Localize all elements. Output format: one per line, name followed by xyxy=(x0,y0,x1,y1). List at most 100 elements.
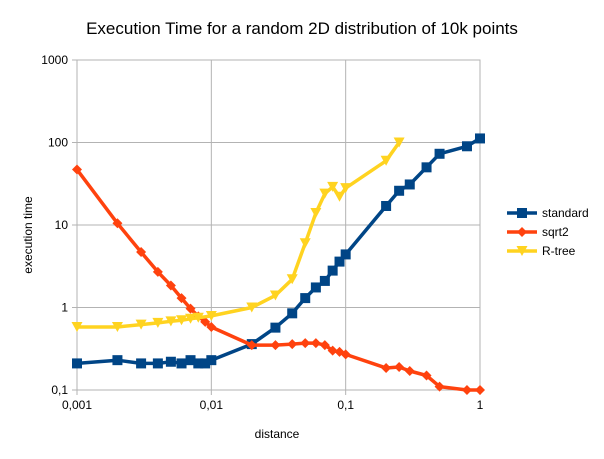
data-point xyxy=(72,164,82,175)
legend-swatch xyxy=(507,226,537,237)
legend-item: standard xyxy=(507,203,589,222)
data-point xyxy=(185,355,196,366)
data-point xyxy=(421,370,432,381)
x-tick-label: 0,001 xyxy=(62,398,92,412)
data-point xyxy=(270,322,281,333)
data-point xyxy=(319,275,330,286)
data-point xyxy=(404,365,415,376)
data-point xyxy=(192,312,204,323)
data-point xyxy=(136,247,147,258)
data-point xyxy=(246,302,258,313)
data-point xyxy=(287,339,298,350)
plot-border xyxy=(76,59,481,391)
x-tick-label: 0,1 xyxy=(337,398,354,412)
data-point xyxy=(299,238,311,249)
data-point xyxy=(300,293,311,304)
legend-marker xyxy=(516,245,528,256)
data-point xyxy=(327,345,338,356)
data-point xyxy=(334,256,345,267)
legend-item: R-tree xyxy=(507,241,589,260)
data-point xyxy=(310,338,321,349)
data-point xyxy=(176,293,187,304)
chart-title: Execution Time for a random 2D distribut… xyxy=(86,19,518,38)
data-point xyxy=(404,179,415,190)
data-point xyxy=(327,181,339,192)
data-point xyxy=(310,282,321,293)
data-point xyxy=(176,315,188,326)
data-point xyxy=(71,322,83,333)
legend-label: R-tree xyxy=(542,243,576,258)
data-point xyxy=(165,316,177,327)
data-point xyxy=(185,313,197,324)
data-point xyxy=(287,308,298,319)
data-point xyxy=(475,385,485,395)
data-point xyxy=(269,290,281,301)
data-point xyxy=(394,362,405,373)
data-point xyxy=(434,148,445,159)
data-point xyxy=(381,362,392,373)
x-tick-label: 0,01 xyxy=(200,398,224,412)
data-point xyxy=(72,358,82,369)
legend: standard sqrt2 R-tree xyxy=(507,203,589,260)
data-point xyxy=(206,322,217,333)
data-point xyxy=(200,316,211,327)
legend-marker xyxy=(517,207,527,218)
y-tick-label: 10 xyxy=(55,218,69,232)
data-point xyxy=(135,319,147,330)
data-point xyxy=(340,349,351,360)
data-point xyxy=(393,137,405,148)
data-point xyxy=(327,265,338,276)
data-point xyxy=(461,141,472,152)
data-point xyxy=(380,155,392,166)
data-point xyxy=(206,355,217,366)
data-point xyxy=(176,358,187,369)
data-point xyxy=(319,188,331,199)
data-point xyxy=(112,355,123,366)
data-point xyxy=(136,358,147,369)
data-point xyxy=(381,200,392,211)
data-point xyxy=(193,358,204,369)
x-tick-label: 1 xyxy=(477,398,484,412)
data-point xyxy=(152,358,163,369)
data-point xyxy=(434,381,445,392)
data-point xyxy=(394,185,405,196)
data-point xyxy=(112,218,123,229)
legend-label: standard xyxy=(542,205,589,220)
data-point xyxy=(200,358,211,369)
legend-marker xyxy=(517,226,527,237)
data-point xyxy=(205,310,217,321)
data-point xyxy=(334,191,346,202)
data-point xyxy=(421,162,432,173)
data-point xyxy=(165,356,176,367)
x-axis-label: distance xyxy=(254,427,300,441)
y-tick-label: 0,1 xyxy=(51,383,68,397)
data-point xyxy=(340,183,352,194)
y-tick-label: 1 xyxy=(61,301,68,315)
y-axis-label: execution time xyxy=(21,196,35,274)
data-point xyxy=(152,266,163,277)
grid-lines xyxy=(76,59,481,391)
data-point xyxy=(165,280,176,291)
y-tick-label: 100 xyxy=(48,136,68,150)
series-r-tree xyxy=(71,137,405,333)
data-point xyxy=(246,340,257,351)
data-point xyxy=(475,133,485,144)
series-standard xyxy=(72,133,485,369)
legend-swatch xyxy=(507,245,537,256)
data-point xyxy=(185,303,196,314)
y-tick-label: 1000 xyxy=(41,53,68,67)
data-point xyxy=(111,322,123,333)
data-point xyxy=(319,340,330,351)
data-point xyxy=(286,274,298,285)
data-point xyxy=(310,207,322,218)
legend-item: sqrt2 xyxy=(507,222,589,241)
tick-labels: 0,001 0,01 0,1 1 0,1 1 10 100 1000 xyxy=(41,53,483,412)
data-point xyxy=(300,338,311,349)
data-point xyxy=(340,249,351,260)
legend-swatch xyxy=(507,207,537,218)
data-point xyxy=(270,340,281,351)
data-point xyxy=(152,317,164,328)
data-point xyxy=(461,385,472,395)
series-line xyxy=(75,168,480,392)
